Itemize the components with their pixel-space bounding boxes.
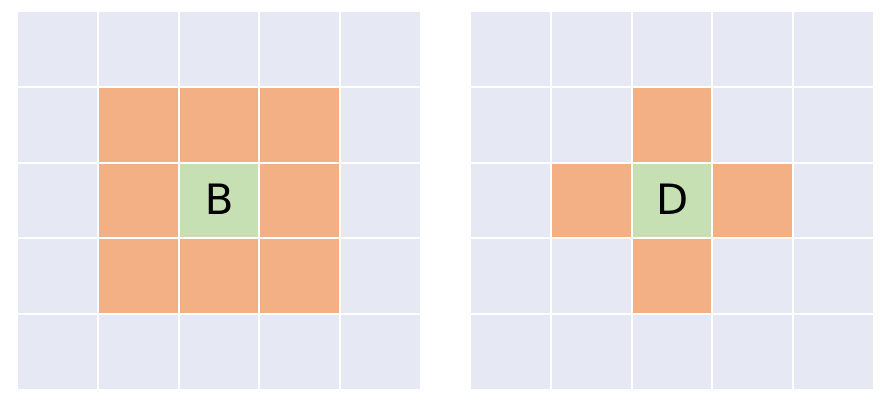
- neighbor-cell: [179, 239, 259, 314]
- center-cell: D: [632, 163, 712, 238]
- neighbor-cell: [551, 163, 631, 238]
- neighbor-cell: [632, 239, 712, 314]
- neighbor-cell: [260, 239, 340, 314]
- empty-cell: [551, 239, 631, 314]
- empty-cell: [551, 12, 631, 86]
- empty-cell: [471, 239, 550, 314]
- empty-cell: [260, 12, 340, 86]
- empty-cell: [341, 12, 420, 86]
- empty-cell: [179, 12, 259, 86]
- empty-cell: [794, 87, 873, 162]
- empty-cell: [471, 163, 550, 238]
- empty-cell: [794, 12, 873, 86]
- neighbor-cell: [632, 87, 712, 162]
- empty-cell: [18, 163, 97, 238]
- neighborhood-grid-b: B: [18, 12, 420, 389]
- empty-cell: [179, 315, 259, 389]
- empty-cell: [632, 12, 712, 86]
- empty-cell: [341, 163, 420, 238]
- empty-cell: [260, 315, 340, 389]
- empty-cell: [341, 239, 420, 314]
- empty-cell: [632, 315, 712, 389]
- empty-cell: [18, 315, 97, 389]
- empty-cell: [794, 315, 873, 389]
- neighbor-cell: [98, 163, 178, 238]
- empty-cell: [98, 315, 178, 389]
- empty-cell: [551, 315, 631, 389]
- empty-cell: [794, 239, 873, 314]
- empty-cell: [713, 12, 793, 86]
- empty-cell: [341, 315, 420, 389]
- neighborhood-grid-d: D: [471, 12, 873, 389]
- empty-cell: [471, 315, 550, 389]
- neighbor-cell: [179, 87, 259, 162]
- center-cell: B: [179, 163, 259, 238]
- neighbor-cell: [98, 239, 178, 314]
- neighbor-cell: [98, 87, 178, 162]
- empty-cell: [794, 163, 873, 238]
- empty-cell: [471, 87, 550, 162]
- neighbor-cell: [713, 163, 793, 238]
- neighbor-cell: [260, 87, 340, 162]
- empty-cell: [713, 239, 793, 314]
- empty-cell: [471, 12, 550, 86]
- empty-cell: [18, 12, 97, 86]
- empty-cell: [713, 87, 793, 162]
- empty-cell: [18, 87, 97, 162]
- empty-cell: [341, 87, 420, 162]
- empty-cell: [713, 315, 793, 389]
- empty-cell: [98, 12, 178, 86]
- empty-cell: [551, 87, 631, 162]
- neighbor-cell: [260, 163, 340, 238]
- empty-cell: [18, 239, 97, 314]
